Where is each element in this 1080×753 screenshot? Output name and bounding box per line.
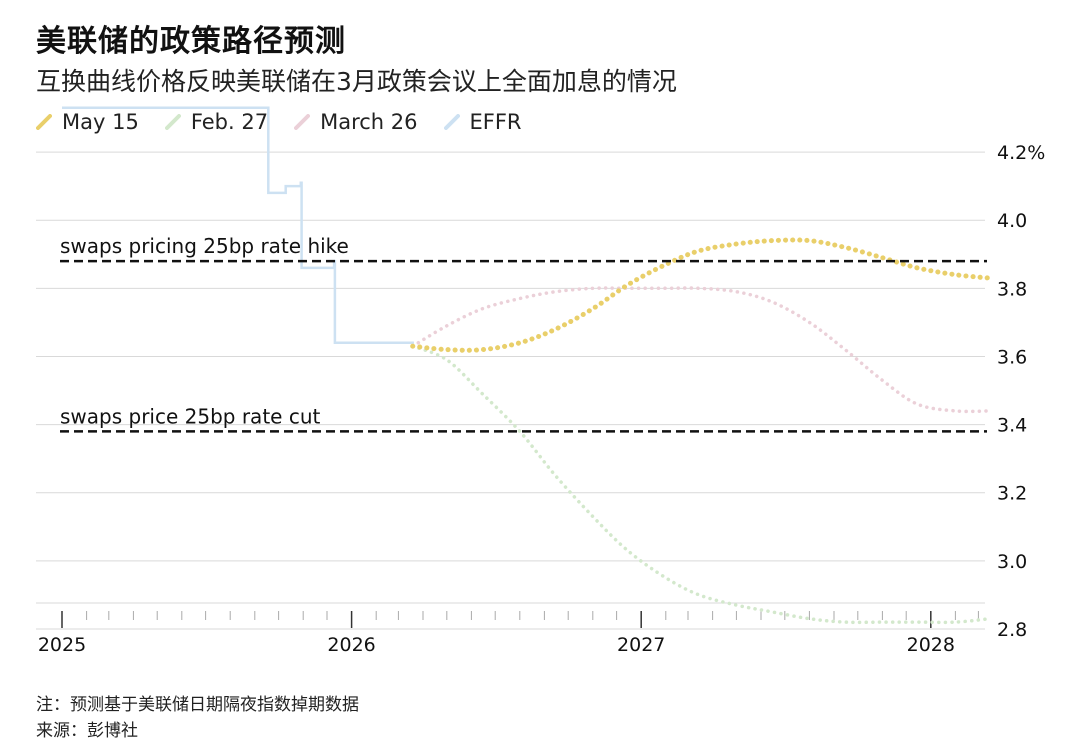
legend: May 15 Feb. 27 March 26 EFFR (36, 110, 548, 134)
line-chart: 2.8 3.0 3.2 3.4 3.6 3.8 4.0 4.2% 2025 2026 2027 202… (36, 106, 1045, 656)
reference-line-label: swaps price 25bp rate cut (60, 404, 320, 428)
y-tick-label: 4.0 (997, 210, 1027, 232)
y-tick-label: 3.4 (997, 415, 1027, 437)
y-tick-label: 3.6 (997, 346, 1027, 368)
y-tick-label: 2.8 (997, 619, 1027, 641)
chart-subtitle: 互换曲线价格反映美联储在3月政策会议上全面加息的情况 (36, 67, 677, 96)
footnote: 注：预测基于美联储日期隔夜指数掉期数据 (36, 695, 359, 715)
reference-line-label: swaps pricing 25bp rate hike (60, 234, 349, 258)
y-tick-label: 4.2% (997, 142, 1045, 164)
chart-title: 美联储的政策路径预测 (36, 24, 346, 59)
x-tick-label: 2027 (617, 634, 665, 656)
legend-label: Feb. 27 (190, 110, 269, 134)
series-line-feb-27 (410, 344, 992, 625)
y-tick-label: 3.0 (997, 551, 1027, 573)
y-tick-label: 3.8 (997, 278, 1027, 300)
series-line-effr (62, 106, 414, 347)
series-line-march-26 (410, 286, 992, 414)
legend-label: March 26 (320, 110, 418, 134)
series-line-may-15 (410, 237, 992, 353)
legend-item-may-15: May 15 (36, 110, 139, 134)
source-note: 来源：彭博社 (36, 721, 138, 741)
legend-swatch (294, 114, 311, 130)
legend-label: May 15 (62, 110, 139, 134)
legend-item-effr: EFFR (443, 110, 522, 134)
legend-swatch (36, 114, 52, 130)
legend-item-march-26: March 26 (294, 110, 418, 134)
x-tick-label: 2026 (327, 634, 375, 656)
legend-item-feb-27: Feb. 27 (164, 110, 269, 134)
legend-label: EFFR (469, 110, 522, 134)
x-tick-label: 2028 (907, 634, 955, 656)
x-tick-label: 2025 (38, 634, 86, 656)
y-tick-label: 3.2 (997, 483, 1027, 505)
legend-swatch (164, 114, 181, 130)
legend-swatch (443, 114, 460, 130)
